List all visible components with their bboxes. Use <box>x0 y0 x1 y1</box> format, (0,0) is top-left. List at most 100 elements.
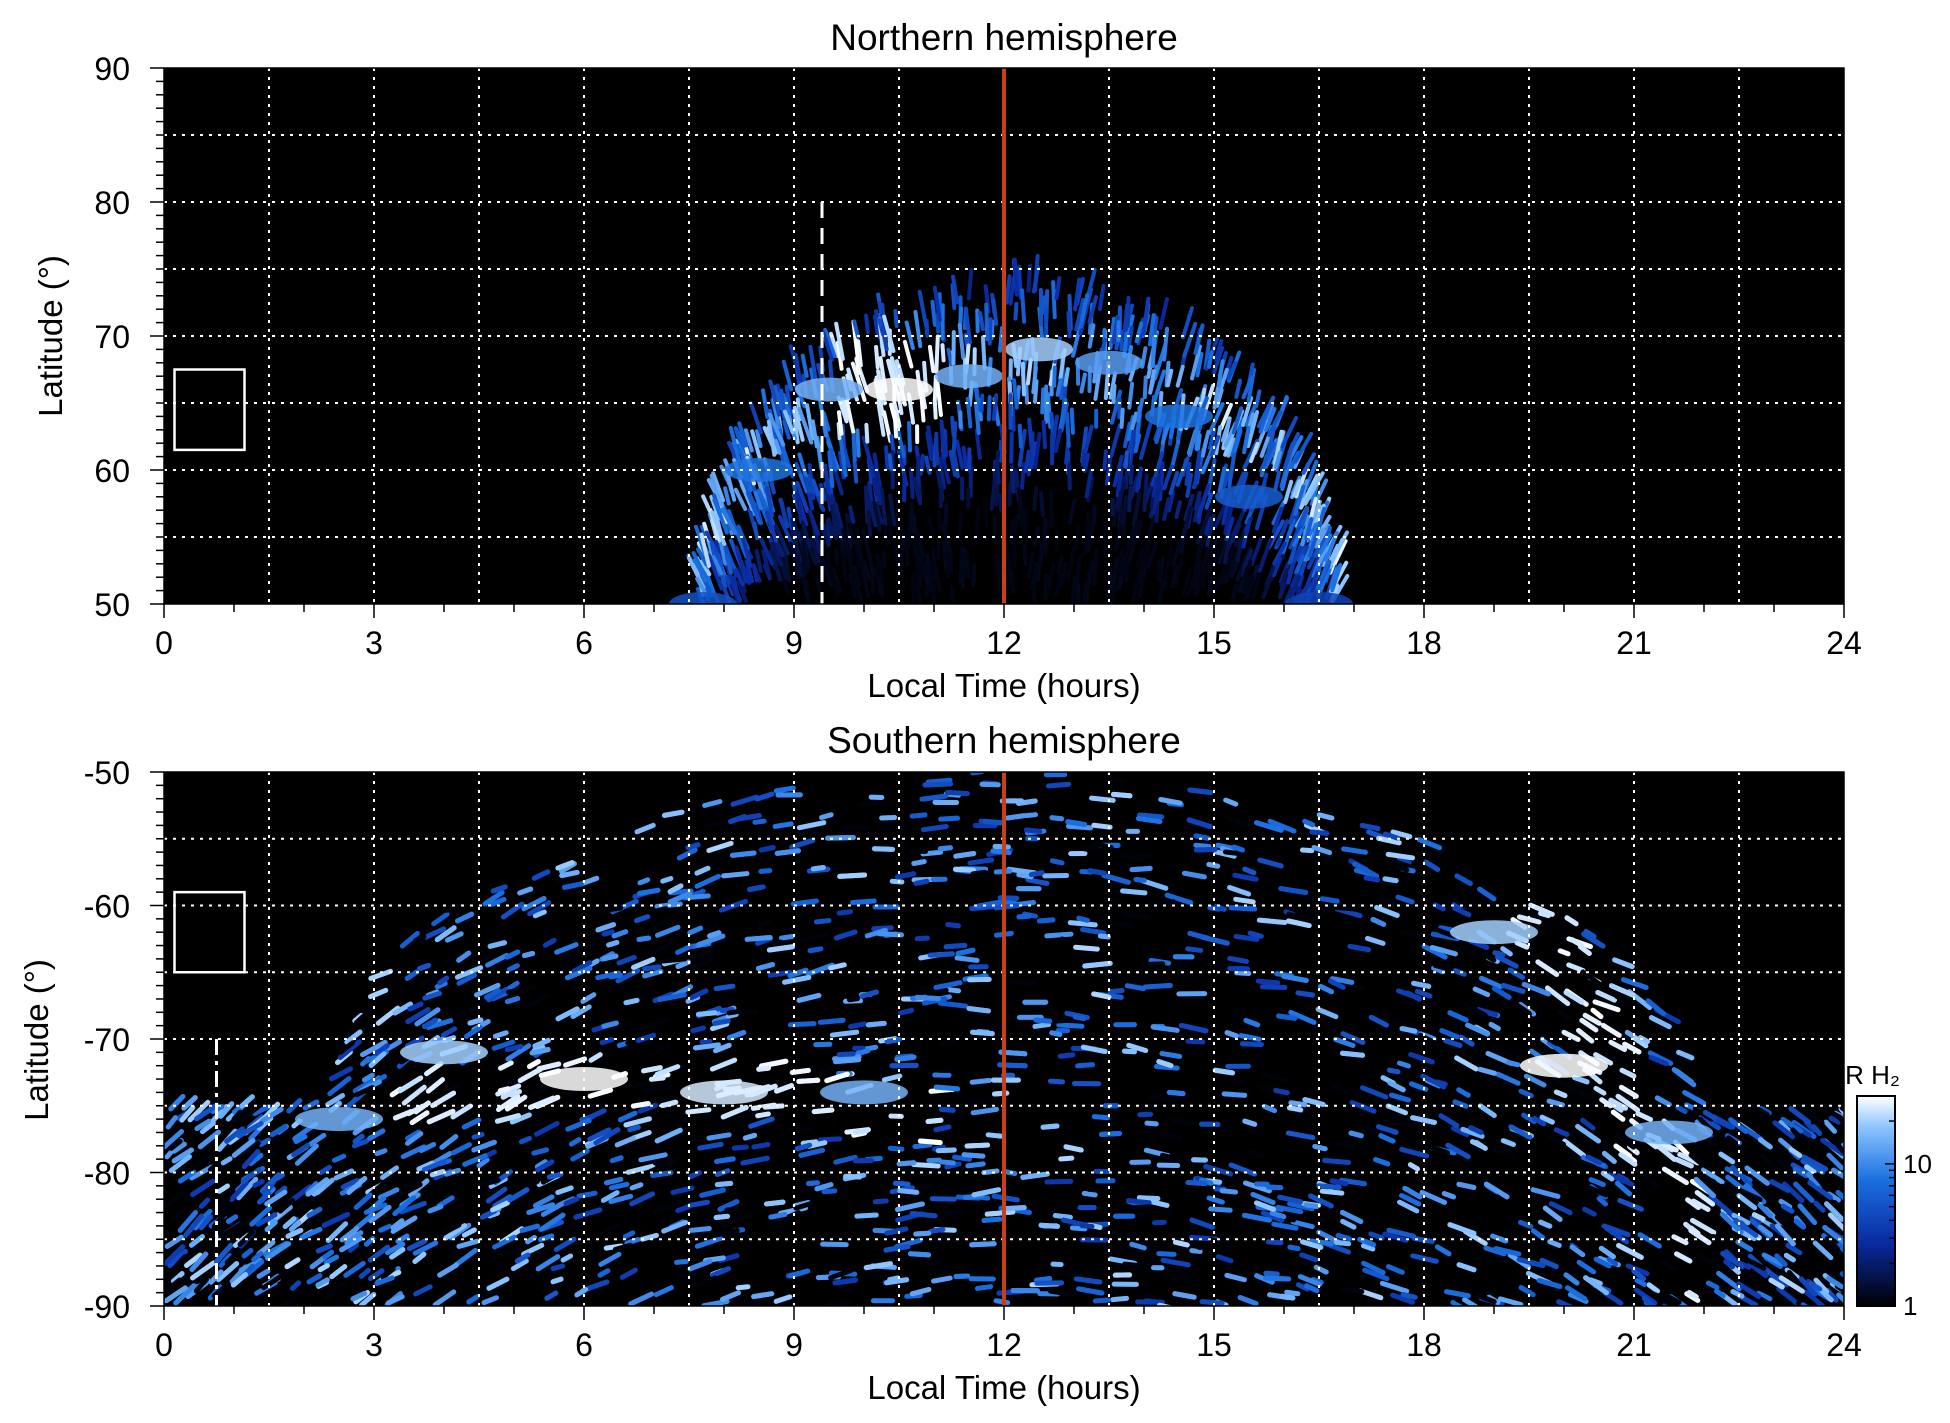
emission-streak <box>561 881 584 890</box>
emission-streak <box>422 1159 447 1173</box>
emission-streak <box>1595 989 1618 1003</box>
emission-streak <box>531 869 551 881</box>
emission-streak <box>164 1277 183 1294</box>
emission-streak <box>723 546 736 570</box>
emission-streak <box>955 947 976 956</box>
emission-streak <box>1128 533 1138 562</box>
emission-streak <box>405 1131 424 1146</box>
emission-streak <box>1315 1006 1339 1020</box>
emission-streak <box>1434 1244 1452 1257</box>
emission-streak <box>358 1267 371 1279</box>
emission-streak <box>1495 1071 1521 1086</box>
emission-streak <box>1160 1257 1191 1268</box>
emission-streak <box>1241 1212 1272 1223</box>
emission-streak <box>987 317 993 346</box>
oval-brightness-point <box>1625 1120 1713 1145</box>
emission-streak <box>269 1124 288 1138</box>
emission-streak <box>848 505 856 524</box>
emission-streak <box>1713 1296 1731 1306</box>
emission-streak <box>1402 1185 1423 1200</box>
emission-streak <box>1822 1106 1844 1121</box>
emission-streak <box>1277 1194 1304 1205</box>
emission-streak <box>1063 1144 1084 1153</box>
emission-streak <box>412 1240 439 1256</box>
emission-streak <box>1228 1162 1258 1177</box>
emission-streak <box>980 335 987 371</box>
emission-streak <box>1685 1197 1701 1211</box>
emission-streak <box>1640 1171 1662 1190</box>
emission-streak <box>1392 863 1410 873</box>
emission-streak <box>1028 870 1045 878</box>
emission-streak <box>1319 1188 1345 1196</box>
emission-streak <box>1652 1141 1677 1162</box>
emission-streak <box>1044 931 1074 939</box>
emission-streak <box>1082 523 1092 556</box>
emission-streak <box>1396 855 1412 866</box>
emission-streak <box>1091 1114 1111 1121</box>
emission-streak <box>979 781 1001 788</box>
emission-streak <box>555 860 575 871</box>
emission-streak <box>614 1135 636 1148</box>
emission-streak <box>384 1039 403 1052</box>
emission-streak <box>931 546 937 570</box>
y-tick-label: 70 <box>94 319 130 355</box>
emission-streak <box>367 1268 385 1282</box>
emission-streak <box>1357 1236 1377 1248</box>
emission-streak <box>631 1129 652 1141</box>
emission-streak <box>871 925 894 932</box>
emission-streak <box>717 1199 740 1212</box>
emission-streak <box>539 1212 566 1232</box>
emission-streak <box>945 790 970 797</box>
emission-streak <box>1008 276 1016 306</box>
emission-streak <box>164 1234 184 1249</box>
emission-streak <box>1389 1092 1411 1103</box>
emission-streak <box>779 388 787 414</box>
emission-streak <box>1248 1149 1265 1159</box>
emission-streak <box>1349 1100 1377 1114</box>
emission-streak <box>1776 1292 1789 1304</box>
emission-streak <box>863 1261 893 1271</box>
emission-streak <box>1383 831 1400 841</box>
emission-streak <box>719 1006 735 1014</box>
emission-streak <box>627 1124 641 1133</box>
emission-streak <box>943 1209 963 1216</box>
emission-streak <box>802 476 812 494</box>
emission-streak <box>1271 1221 1299 1231</box>
emission-streak <box>1120 495 1129 525</box>
emission-streak <box>1187 421 1201 457</box>
emission-streak <box>560 1293 588 1306</box>
emission-streak <box>1572 1075 1590 1085</box>
emission-streak <box>991 393 999 422</box>
emission-streak <box>774 848 801 856</box>
emission-streak <box>1248 441 1260 464</box>
emission-streak <box>1454 1055 1479 1072</box>
emission-streak <box>1564 1285 1588 1302</box>
emission-streak <box>828 447 838 472</box>
emission-streak <box>1600 1170 1615 1182</box>
emission-streak <box>422 1017 438 1030</box>
emission-streak <box>915 455 921 487</box>
emission-streak <box>1222 533 1232 565</box>
emission-streak <box>397 1075 424 1094</box>
emission-streak <box>748 1116 775 1129</box>
emission-streak <box>1481 952 1497 963</box>
emission-streak <box>622 1230 636 1240</box>
emission-streak <box>390 1218 405 1231</box>
emission-streak <box>1731 1212 1751 1226</box>
emission-streak <box>1021 508 1028 543</box>
emission-streak <box>871 846 896 852</box>
emission-streak <box>953 850 977 859</box>
emission-streak <box>422 990 442 1001</box>
emission-streak <box>1280 415 1299 449</box>
oval-brightness-point <box>1285 592 1353 604</box>
emission-streak <box>412 1251 427 1264</box>
emission-streak <box>282 1216 297 1230</box>
emission-streak <box>807 509 821 536</box>
emission-streak <box>824 1071 850 1084</box>
emission-streak <box>1456 1262 1477 1273</box>
emission-streak <box>1719 1183 1741 1201</box>
emission-streak <box>1306 552 1322 584</box>
emission-streak <box>1237 1295 1259 1306</box>
emission-streak <box>984 302 990 342</box>
emission-streak <box>1257 535 1274 573</box>
